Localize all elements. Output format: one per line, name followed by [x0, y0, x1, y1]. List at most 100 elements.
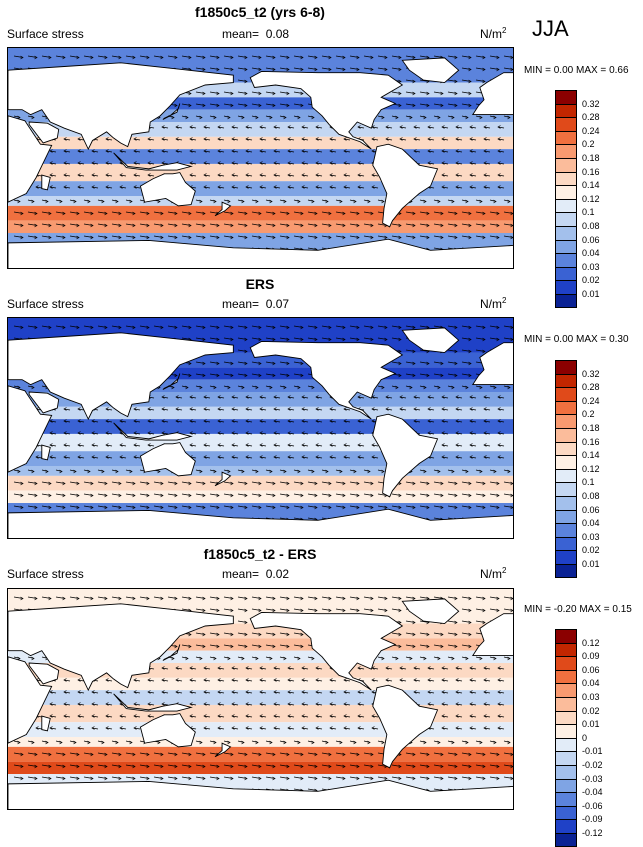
arrow-head: [160, 55, 164, 60]
arrow-head: [91, 443, 95, 447]
colorbar-tick-label: 0.04: [582, 678, 600, 689]
stress-arrow: [161, 703, 169, 706]
stress-arrow: [433, 632, 444, 635]
arrow-head: [272, 493, 276, 498]
stress-arrow: [69, 211, 80, 214]
stress-arrow: [287, 186, 295, 189]
arrow-head: [385, 137, 389, 141]
stress-arrow: [41, 55, 52, 58]
arrow-head: [31, 199, 35, 204]
arrow-head: [315, 678, 319, 682]
colorbar-swatch: [555, 724, 577, 738]
arrow-head: [63, 149, 67, 153]
stress-arrow: [259, 432, 267, 435]
arrow-head: [357, 666, 361, 670]
arrow-head: [441, 137, 445, 141]
arrow-head: [203, 419, 207, 423]
arrow-head: [287, 395, 291, 399]
coastline-namerica: [249, 340, 404, 420]
arrow-head: [440, 493, 444, 498]
stress-arrow: [49, 691, 57, 694]
arrow-head: [454, 481, 458, 486]
arrow-head: [465, 385, 469, 390]
arrow-head: [314, 337, 318, 342]
stress-arrow: [175, 408, 183, 411]
arrow-head: [301, 125, 305, 129]
arrow-head: [329, 702, 333, 706]
arrow-head: [343, 419, 347, 423]
units-exp: 2: [502, 566, 507, 575]
stress-arrow: [41, 235, 52, 238]
stress-arrow: [433, 481, 444, 484]
stress-arrow: [293, 103, 304, 106]
stress-arrow: [307, 788, 318, 791]
map-plot: [7, 588, 514, 810]
arrow-head: [104, 211, 108, 216]
arrow-head: [465, 469, 469, 474]
stress-arrow: [251, 596, 262, 599]
arrow-head: [384, 325, 388, 330]
arrow-head: [189, 690, 193, 694]
stress-arrow: [251, 481, 262, 484]
arrow-head: [76, 481, 80, 486]
arrow-head: [482, 764, 486, 769]
stress-arrow: [301, 396, 309, 399]
colorbar-tick-label: 0.18: [582, 153, 600, 163]
arrow-head: [77, 702, 81, 706]
stress-arrow: [27, 55, 38, 58]
arrow-head: [440, 235, 444, 240]
units-base: N/m: [480, 297, 502, 311]
stress-arrow: [363, 752, 374, 755]
arrow-head: [412, 493, 416, 498]
arrow-head: [160, 211, 164, 216]
arrow-head: [115, 469, 119, 474]
arrow-head: [245, 702, 249, 706]
stress-arrow: [413, 408, 421, 411]
arrow-head: [454, 223, 458, 228]
stress-arrow: [497, 420, 505, 423]
arrow-head: [412, 620, 416, 625]
arrow-head: [118, 481, 122, 486]
arrow-head: [175, 678, 179, 682]
arrow-head: [119, 149, 123, 153]
arrow-head: [297, 469, 301, 474]
stress-arrow: [363, 776, 374, 779]
stress-arrow: [265, 235, 276, 238]
arrow-head: [49, 185, 53, 189]
arrow-head: [157, 740, 161, 745]
arrow-head: [315, 125, 319, 129]
arrow-head: [440, 752, 444, 757]
arrow-head: [300, 373, 304, 378]
arrow-head: [259, 666, 263, 670]
arrow-head: [328, 325, 332, 330]
arrow-head: [468, 764, 472, 769]
stress-arrow: [427, 408, 435, 411]
arrow-head: [259, 407, 263, 411]
stress-arrow: [413, 679, 421, 682]
arrow-head: [146, 776, 150, 781]
stress-arrow: [441, 186, 449, 189]
stress-arrow: [405, 632, 416, 635]
arrow-head: [20, 493, 24, 498]
arrow-head: [483, 431, 487, 435]
arrow-head: [189, 678, 193, 682]
stress-arrow: [203, 420, 211, 423]
arrow-head: [381, 740, 385, 745]
stress-arrow: [315, 420, 323, 423]
stress-arrow: [77, 715, 85, 718]
arrow-head: [412, 644, 416, 649]
stress-arrow: [461, 373, 472, 376]
arrow-head: [118, 752, 122, 757]
stress-arrow: [175, 679, 183, 682]
arrow-head: [370, 481, 374, 486]
arrow-head: [469, 455, 473, 459]
stress-arrow: [329, 186, 337, 189]
arrow-head: [311, 469, 315, 474]
arrow-head: [217, 149, 221, 153]
arrow-head: [146, 505, 150, 510]
stress-arrow: [307, 67, 318, 70]
stress-arrow: [41, 493, 52, 496]
stress-arrow: [133, 679, 141, 682]
stress-arrow: [91, 456, 99, 459]
stress-arrow: [147, 715, 155, 718]
